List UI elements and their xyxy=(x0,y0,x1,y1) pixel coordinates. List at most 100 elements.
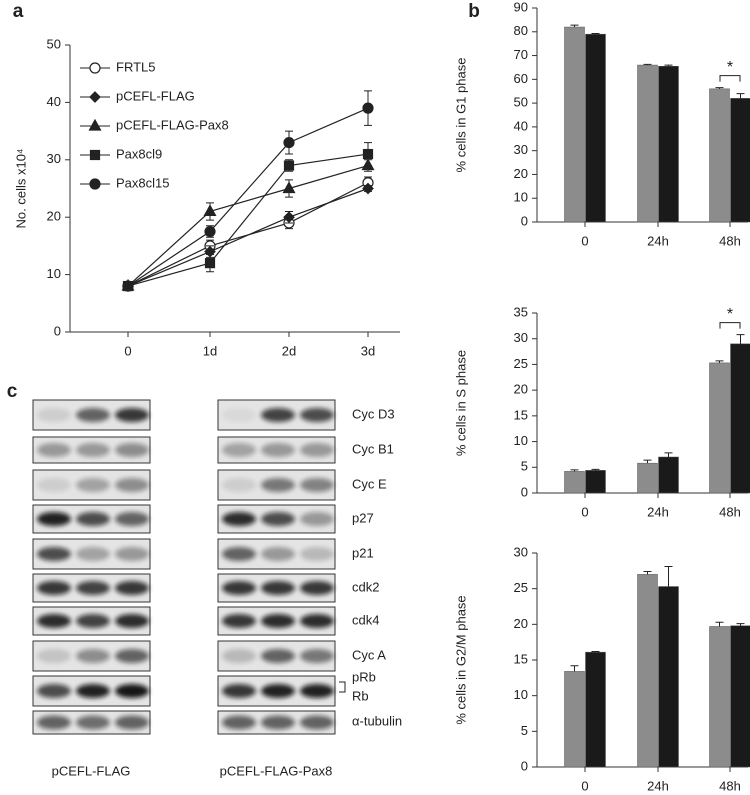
y-tick-label: 30 xyxy=(47,151,61,166)
error-bar xyxy=(715,360,724,363)
bar xyxy=(709,626,730,768)
error-bar xyxy=(664,566,673,587)
row-label: Rb xyxy=(352,688,369,703)
bar xyxy=(564,26,585,223)
y-tick-label: 0 xyxy=(521,213,528,228)
bar xyxy=(730,343,750,494)
blot-band xyxy=(37,581,71,595)
x-tick-label: 48h xyxy=(719,778,741,793)
blot-band xyxy=(37,547,71,561)
panel-label: c xyxy=(7,381,18,402)
blot-band xyxy=(300,408,334,422)
legend-label: pCEFL-FLAG xyxy=(116,88,195,103)
y-axis-label: % cells in G2/M phase xyxy=(453,595,468,724)
bar xyxy=(585,33,606,223)
significance-bracket xyxy=(719,322,741,329)
blot-band xyxy=(37,443,71,457)
rb-bracket xyxy=(339,681,346,693)
blot-band xyxy=(115,408,149,422)
blot-band xyxy=(300,512,334,526)
blot-band xyxy=(37,614,71,628)
error-bar xyxy=(643,459,652,464)
x-tick-label: 48h xyxy=(719,233,741,248)
y-tick-label: 15 xyxy=(514,407,528,422)
y-tick-label: 0 xyxy=(521,758,528,773)
group-label: pCEFL-FLAG xyxy=(52,763,131,778)
error-bar xyxy=(570,24,579,28)
x-tick-label: 48h xyxy=(719,504,741,519)
y-tick-label: 20 xyxy=(514,616,528,631)
blot-band xyxy=(115,614,149,628)
error-bar xyxy=(715,621,724,627)
error-bar xyxy=(591,32,600,35)
legend-marker xyxy=(88,118,102,131)
panel-label: b xyxy=(468,1,480,22)
error-bar xyxy=(591,468,600,471)
error-bar xyxy=(736,93,745,99)
bar xyxy=(658,456,679,494)
blot-band xyxy=(261,408,295,422)
blot-band xyxy=(222,443,256,457)
blot-band xyxy=(261,715,295,730)
y-axis-label: % cells in S phase xyxy=(453,350,468,456)
blot-band xyxy=(222,478,256,492)
blot-band xyxy=(222,581,256,595)
y-tick-label: 20 xyxy=(514,166,528,181)
group-label: pCEFL-FLAG-Pax8 xyxy=(220,763,333,778)
x-tick-label: 0 xyxy=(581,233,588,248)
y-tick-label: 20 xyxy=(514,382,528,397)
bar xyxy=(637,574,658,768)
blot-band xyxy=(115,478,149,492)
blot-band xyxy=(222,684,256,698)
row-label: pRb xyxy=(352,669,376,684)
marker xyxy=(283,160,295,171)
blot-band xyxy=(261,581,295,595)
legend-marker xyxy=(89,178,101,190)
row-label: Cyc A xyxy=(352,647,386,662)
blot-band xyxy=(261,547,295,561)
data-line xyxy=(127,107,369,287)
annotation: * xyxy=(727,306,733,323)
significance-bracket xyxy=(719,75,741,82)
legend-marker xyxy=(89,91,101,103)
blot-band xyxy=(222,649,256,663)
marker xyxy=(203,204,217,217)
error-bar xyxy=(736,334,745,344)
blot-band xyxy=(37,478,71,492)
blot-band xyxy=(76,614,110,628)
legend-marker xyxy=(89,149,101,161)
blot-band xyxy=(37,684,71,698)
error-bar xyxy=(570,665,579,672)
blot-band xyxy=(261,649,295,663)
bar xyxy=(709,362,730,494)
bar xyxy=(564,671,585,768)
blot-band xyxy=(261,478,295,492)
y-tick-label: 30 xyxy=(514,544,528,559)
legend-label: Pax8cl15 xyxy=(116,175,169,190)
legend-label: FRTL5 xyxy=(116,59,156,74)
x-tick-label: 0 xyxy=(124,343,131,358)
blot-band xyxy=(115,443,149,457)
marker xyxy=(204,258,216,269)
y-tick-label: 10 xyxy=(514,687,528,702)
x-tick-label: 24h xyxy=(647,504,669,519)
marker xyxy=(282,181,296,194)
blot-band xyxy=(37,715,71,730)
blot-band xyxy=(76,408,110,422)
x-tick-label: 24h xyxy=(647,778,669,793)
blot-band xyxy=(37,512,71,526)
blot-band xyxy=(115,547,149,561)
blot-band xyxy=(76,443,110,457)
y-axis-label: % cells in G1 phase xyxy=(453,58,468,173)
bar xyxy=(637,462,658,494)
marker xyxy=(362,102,374,114)
blot-band xyxy=(37,408,71,422)
marker xyxy=(362,148,374,160)
row-label: Cyc B1 xyxy=(352,441,394,456)
row-label: α-tubulin xyxy=(352,713,402,728)
y-tick-label: 10 xyxy=(47,266,61,281)
row-label: Cyc D3 xyxy=(352,406,395,421)
x-tick-label: 24h xyxy=(647,233,669,248)
blot-band xyxy=(115,715,149,730)
blot-band xyxy=(76,715,110,730)
